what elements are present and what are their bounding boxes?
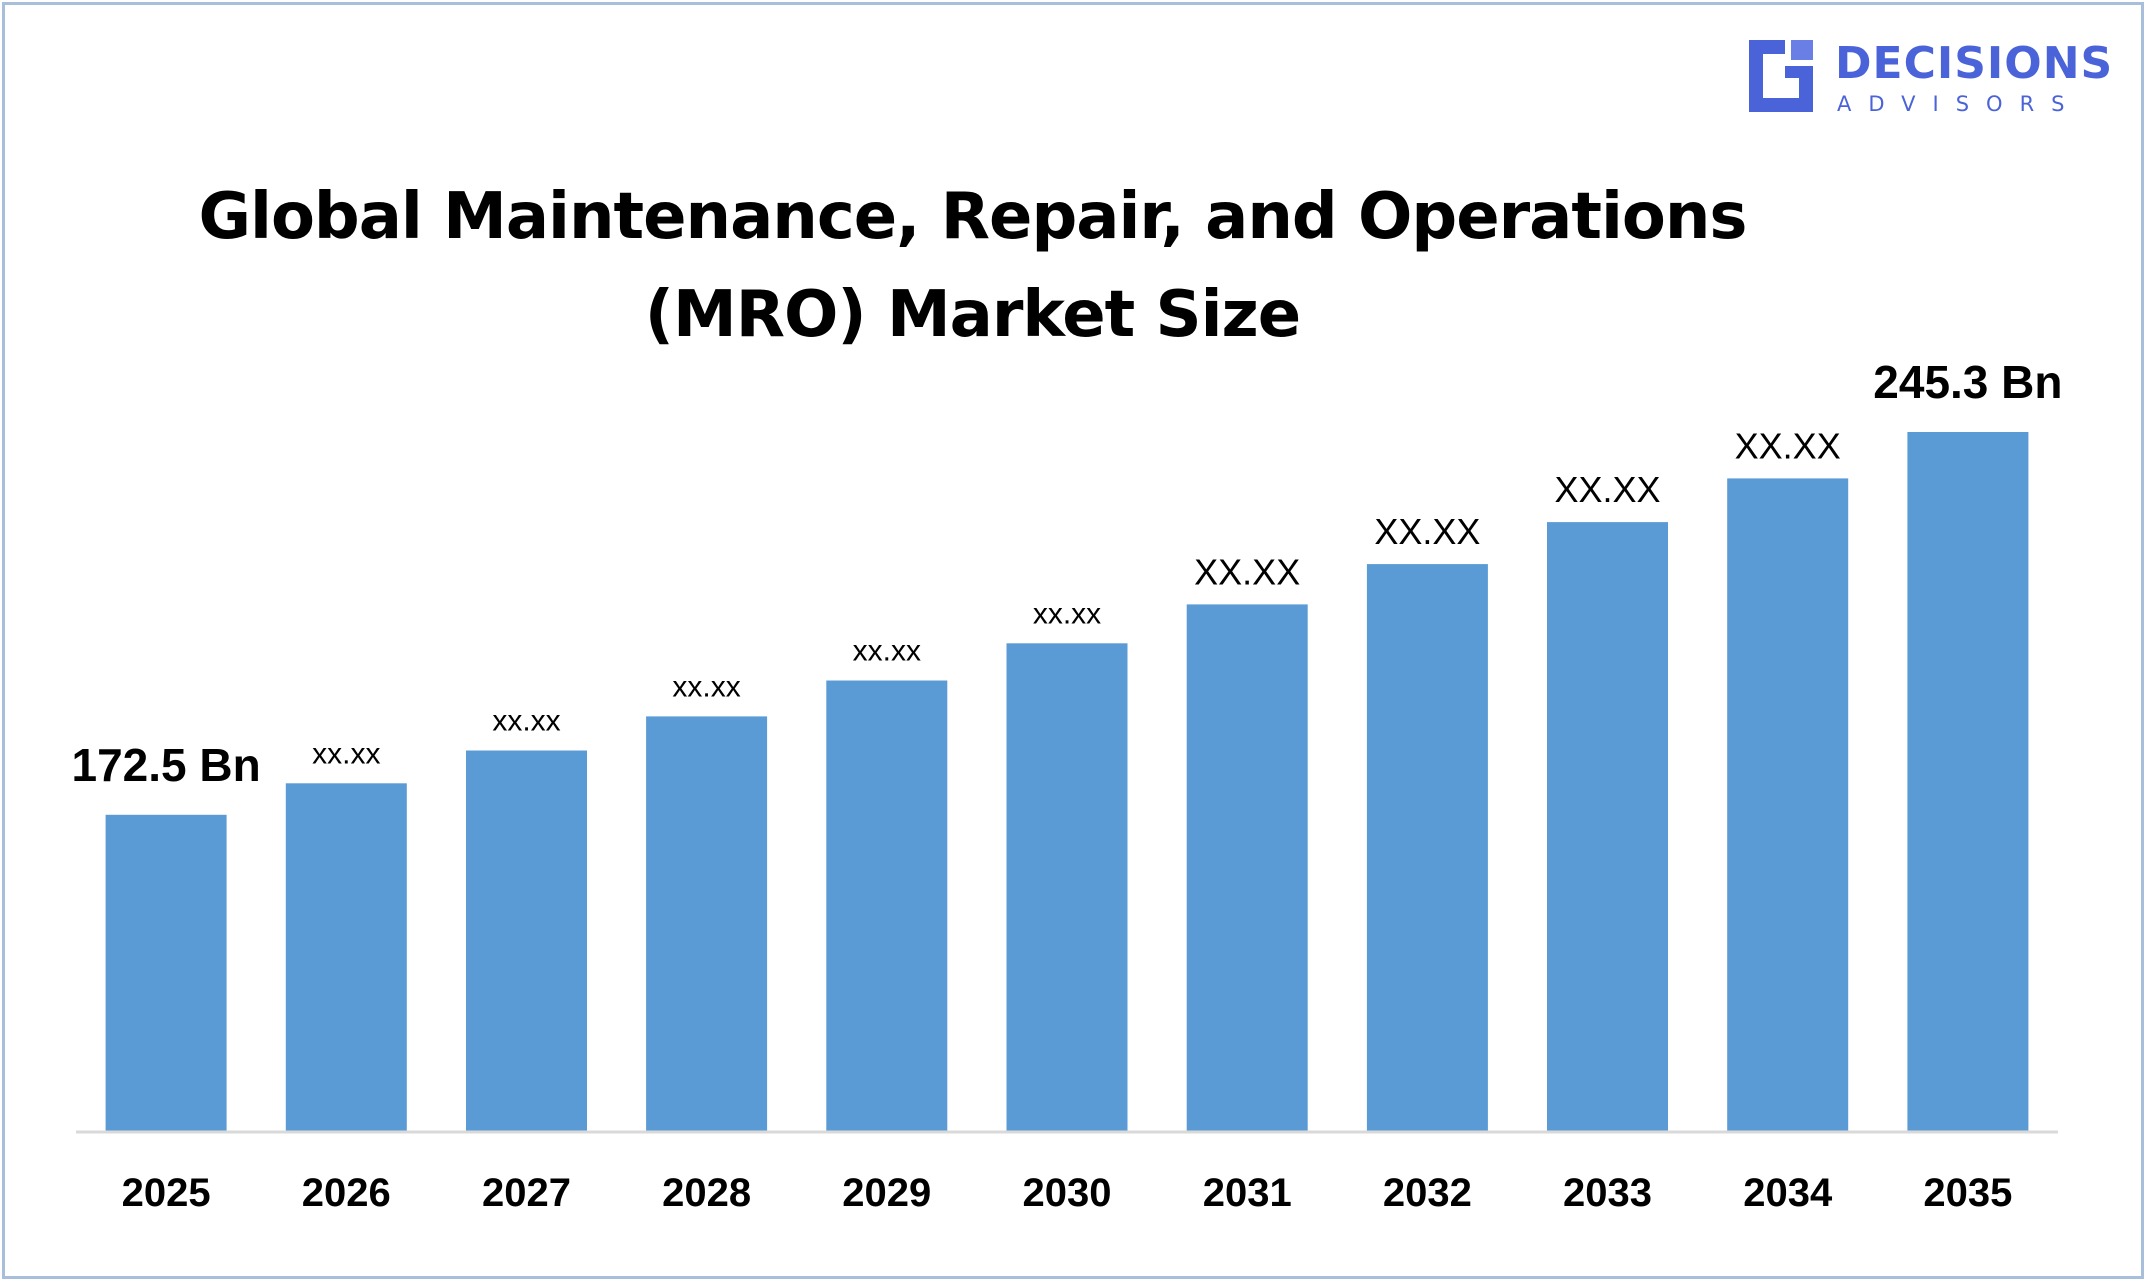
- data-label-2028: xx.xx: [672, 670, 740, 703]
- bar-2029: [826, 680, 948, 1132]
- bar-2030: [1006, 643, 1128, 1132]
- x-tick-label-2032: 2032: [1383, 1171, 1472, 1215]
- bar-2026: [285, 783, 407, 1132]
- x-tick-label-2025: 2025: [122, 1171, 211, 1215]
- bar-2027: [466, 750, 587, 1132]
- bar-2033: [1547, 522, 1668, 1132]
- x-tick-label-2033: 2033: [1563, 1171, 1652, 1215]
- x-tick-label-2028: 2028: [662, 1171, 751, 1215]
- label-group: 2025 172.5 Bn 2026 xx.xx 2027 xx.xx 2028 xx.xx 2…: [71, 356, 2062, 1215]
- bar-2032: [1366, 564, 1488, 1132]
- data-label-2026: xx.xx: [312, 737, 380, 770]
- data-label-2032: XX.XX: [1374, 511, 1480, 552]
- chart-title-line-2: (MRO) Market Size: [644, 278, 1301, 352]
- x-tick-label-2029: 2029: [842, 1171, 931, 1215]
- bar-2035: [1907, 432, 2029, 1132]
- data-label-2034: XX.XX: [1735, 425, 1841, 466]
- bar-2034: [1727, 478, 1849, 1132]
- data-label-2035: 245.3 Bn: [1873, 356, 2062, 408]
- bar-2028: [646, 716, 768, 1132]
- data-label-2030: xx.xx: [1033, 597, 1101, 630]
- data-label-2033: XX.XX: [1554, 469, 1660, 510]
- decisions-advisors-logo-icon: [1749, 40, 1813, 112]
- x-tick-label-2031: 2031: [1203, 1171, 1292, 1215]
- data-label-2027: xx.xx: [492, 705, 560, 738]
- brand-logo: DECISIONS ADVISORS: [1745, 34, 2115, 124]
- data-label-2031: XX.XX: [1194, 551, 1300, 592]
- x-tick-label-2034: 2034: [1743, 1171, 1833, 1215]
- brand-subname: ADVISORS: [1837, 92, 2082, 116]
- brand-name: DECISIONS: [1835, 38, 2114, 89]
- x-tick-label-2027: 2027: [482, 1171, 571, 1215]
- bar-2025: [105, 814, 227, 1132]
- chart-title-line-1: Global Maintenance, Repair, and Operatio…: [198, 180, 1747, 254]
- data-label-2029: xx.xx: [853, 635, 921, 668]
- bar-group: [105, 432, 2029, 1132]
- x-tick-label-2030: 2030: [1023, 1171, 1112, 1215]
- data-label-2025: 172.5 Bn: [71, 739, 260, 791]
- chart-title: Global Maintenance, Repair, and Operatio…: [0, 168, 1945, 364]
- x-tick-label-2035: 2035: [1923, 1171, 2012, 1215]
- bar-2031: [1186, 604, 1308, 1132]
- x-tick-label-2026: 2026: [302, 1171, 391, 1215]
